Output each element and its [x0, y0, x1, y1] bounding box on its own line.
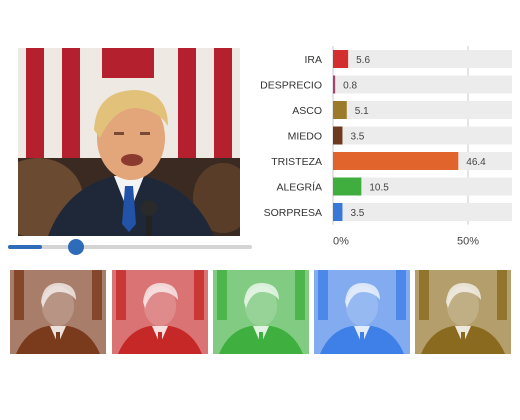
x-tick-label: 0% — [333, 236, 349, 248]
category-label: IRA — [304, 54, 322, 66]
value-label: 0.8 — [343, 81, 357, 92]
scrubber-track[interactable] — [8, 245, 252, 249]
category-label: ALEGRÍA — [276, 181, 322, 194]
bar-asco — [333, 101, 347, 119]
value-label: 10.5 — [369, 183, 389, 194]
video-frame — [18, 48, 240, 236]
emotion-thumbnail[interactable] — [314, 270, 410, 354]
emotion-thumbnail[interactable] — [415, 270, 511, 354]
bar-track — [333, 50, 512, 68]
category-label: TRISTEZA — [271, 156, 322, 168]
bar-sorpresa — [333, 203, 343, 221]
emotion-thumbnails — [10, 270, 511, 354]
bar-track — [333, 203, 512, 221]
thumbnail-photo — [415, 270, 511, 354]
video-scrubber[interactable] — [8, 236, 252, 256]
speaker-photo — [18, 48, 240, 236]
value-label: 3.5 — [350, 208, 364, 219]
thumbnail-photo — [10, 270, 106, 354]
value-label: 3.5 — [350, 132, 364, 143]
value-label: 5.6 — [356, 55, 370, 66]
thumbnail-photo — [213, 270, 309, 354]
thumbnail-photo — [314, 270, 410, 354]
bar-track — [333, 75, 512, 94]
bar-tristeza — [333, 152, 459, 170]
bar-track — [333, 177, 512, 196]
emotion-thumbnail[interactable] — [112, 270, 208, 354]
category-label: MIEDO — [288, 131, 322, 143]
emotion-thumbnail[interactable] — [213, 270, 309, 354]
category-label: SORPRESA — [264, 207, 322, 219]
bar-ira — [333, 50, 349, 68]
category-label: ASCO — [292, 105, 322, 117]
value-label: 5.1 — [355, 106, 369, 117]
thumbnail-photo — [112, 270, 208, 354]
bar-alegría — [333, 177, 362, 196]
category-label: DESPRECIO — [260, 80, 322, 92]
value-label: 46.4 — [466, 157, 486, 168]
x-tick-label: 50% — [457, 236, 479, 248]
bar-track — [333, 126, 512, 145]
bar-track — [333, 101, 512, 119]
bar-desprecio — [333, 75, 336, 94]
emotion-thumbnail[interactable] — [10, 270, 106, 354]
bar-miedo — [333, 126, 343, 145]
scrubber-progress — [8, 245, 43, 249]
scrubber-handle[interactable] — [68, 239, 85, 255]
emotion-bar-chart: IRA 5.6 DESPRECIO 0.8 ASCO 5.1 MIEDO 3.5 TRISTEZ… — [260, 46, 512, 248]
